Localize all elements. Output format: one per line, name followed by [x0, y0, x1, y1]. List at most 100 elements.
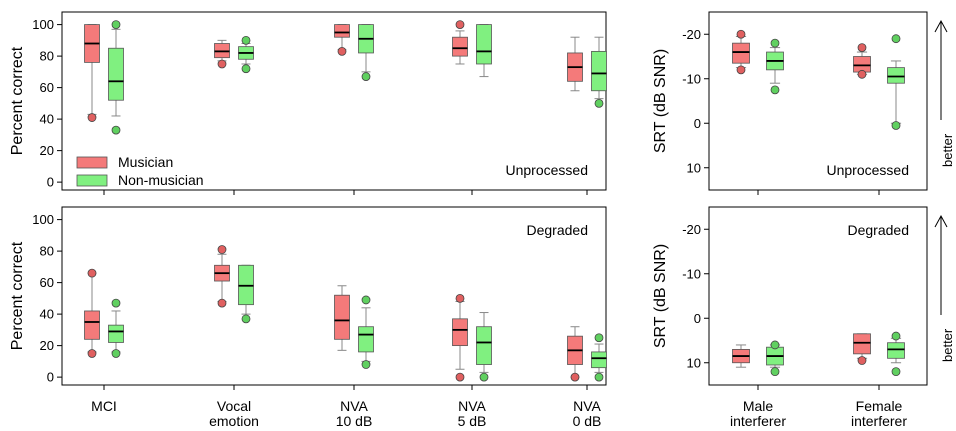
box-musician [452, 293, 468, 382]
box-non-musician [766, 340, 784, 377]
x-category-label: NVA [573, 398, 601, 414]
y-tick-label: 60 [40, 275, 54, 290]
outlier-point [594, 333, 604, 343]
box-non-musician [108, 298, 124, 358]
better-label: better [940, 328, 955, 362]
box-musician [334, 24, 350, 56]
better-arrow: better [934, 19, 955, 167]
box-body [476, 24, 492, 65]
x-category-label: NVA [340, 398, 368, 414]
outlier-point [241, 314, 251, 324]
outlier-point [111, 125, 121, 135]
outlier-point [770, 38, 780, 48]
outlier-point [455, 20, 465, 30]
box-musician [567, 326, 583, 382]
plot-frame [708, 206, 928, 386]
y-tick-label: -10 [682, 266, 701, 281]
outlier-point [337, 46, 347, 56]
y-tick-label: 40 [40, 307, 54, 322]
box-body [334, 24, 350, 38]
outlier-point [736, 65, 746, 75]
y-tick-label: 10 [687, 355, 701, 370]
outlier-point [111, 298, 121, 308]
outlier-point [87, 268, 97, 278]
x-category-label: NVA [458, 398, 486, 414]
box-non-musician [887, 34, 905, 130]
y-axis-label: SRT (dB SNR) [652, 244, 669, 348]
box-non-musician [476, 24, 492, 78]
x-category-label: 0 dB [573, 413, 602, 429]
plot-frame [708, 11, 928, 191]
y-tick-label: 100 [32, 212, 54, 227]
box-body [732, 42, 750, 64]
y-tick-label: 40 [40, 112, 54, 127]
box-non-musician [766, 38, 784, 95]
box-musician [84, 268, 100, 358]
outlier-point [891, 121, 901, 130]
x-category-label: Male [743, 398, 774, 414]
outlier-point [770, 340, 780, 350]
y-axis-label: Percent correct [9, 46, 26, 155]
outlier-point [857, 43, 867, 52]
y-tick-label: 10 [687, 160, 701, 175]
box-body [591, 50, 607, 92]
better-arrow-head [934, 214, 948, 228]
y-tick-label: 0 [47, 370, 54, 385]
outlier-point [217, 245, 227, 254]
y-tick-label: -20 [682, 222, 701, 237]
box-body [108, 47, 124, 101]
box-body [887, 67, 905, 84]
y-tick-label: 20 [40, 338, 54, 353]
box-body [853, 333, 871, 355]
outlier-point [361, 295, 371, 305]
box-non-musician [358, 24, 374, 81]
outlier-point [217, 59, 227, 69]
panel-annotation: Unprocessed [506, 162, 589, 178]
box-non-musician [591, 333, 607, 382]
outlier-point [736, 29, 746, 39]
box-musician [567, 36, 583, 92]
better-label: better [940, 133, 955, 167]
y-tick-label: 0 [694, 311, 701, 326]
outlier-point [857, 69, 867, 79]
y-tick-label: 100 [32, 17, 54, 32]
outlier-point [361, 72, 371, 81]
outlier-point [857, 356, 867, 365]
box-non-musician [108, 20, 124, 135]
x-category-label: MCI [91, 398, 117, 414]
outlier-point [455, 372, 465, 382]
box-musician [214, 39, 230, 69]
box-body [358, 326, 374, 353]
x-category-label: interferer [851, 413, 907, 429]
x-category-label: emotion [209, 413, 259, 429]
y-tick-label: 0 [47, 175, 54, 190]
outlier-point [594, 372, 604, 382]
outlier-point [241, 64, 251, 74]
outlier-point [111, 20, 121, 30]
box-musician [732, 29, 750, 75]
box-body [452, 318, 468, 347]
box-musician [334, 285, 350, 351]
box-non-musician [887, 331, 905, 377]
outlier-point [455, 293, 465, 303]
outlier-point [217, 298, 227, 308]
box-non-musician [476, 312, 492, 382]
outlier-point [87, 113, 97, 122]
outlier-point [87, 349, 97, 358]
better-arrow-head [934, 19, 948, 33]
chart-panel-top-left: 0 20 40 60 80 100 Percent correct Unprocessed [9, 11, 607, 195]
outlier-point [479, 372, 489, 382]
y-tick-label: 80 [40, 49, 54, 64]
y-axis-label: SRT (dB SNR) [652, 49, 669, 153]
legend-label-non-musician: Non-musician [118, 172, 204, 188]
box-body [887, 342, 905, 359]
y-axis-label: Percent correct [9, 241, 26, 350]
x-category-label: interferer [730, 413, 786, 429]
outlier-point [111, 349, 121, 358]
outlier-point [770, 85, 780, 95]
outlier-point [361, 360, 371, 369]
x-category-label: Vocal [217, 398, 251, 414]
box-body [108, 324, 124, 343]
